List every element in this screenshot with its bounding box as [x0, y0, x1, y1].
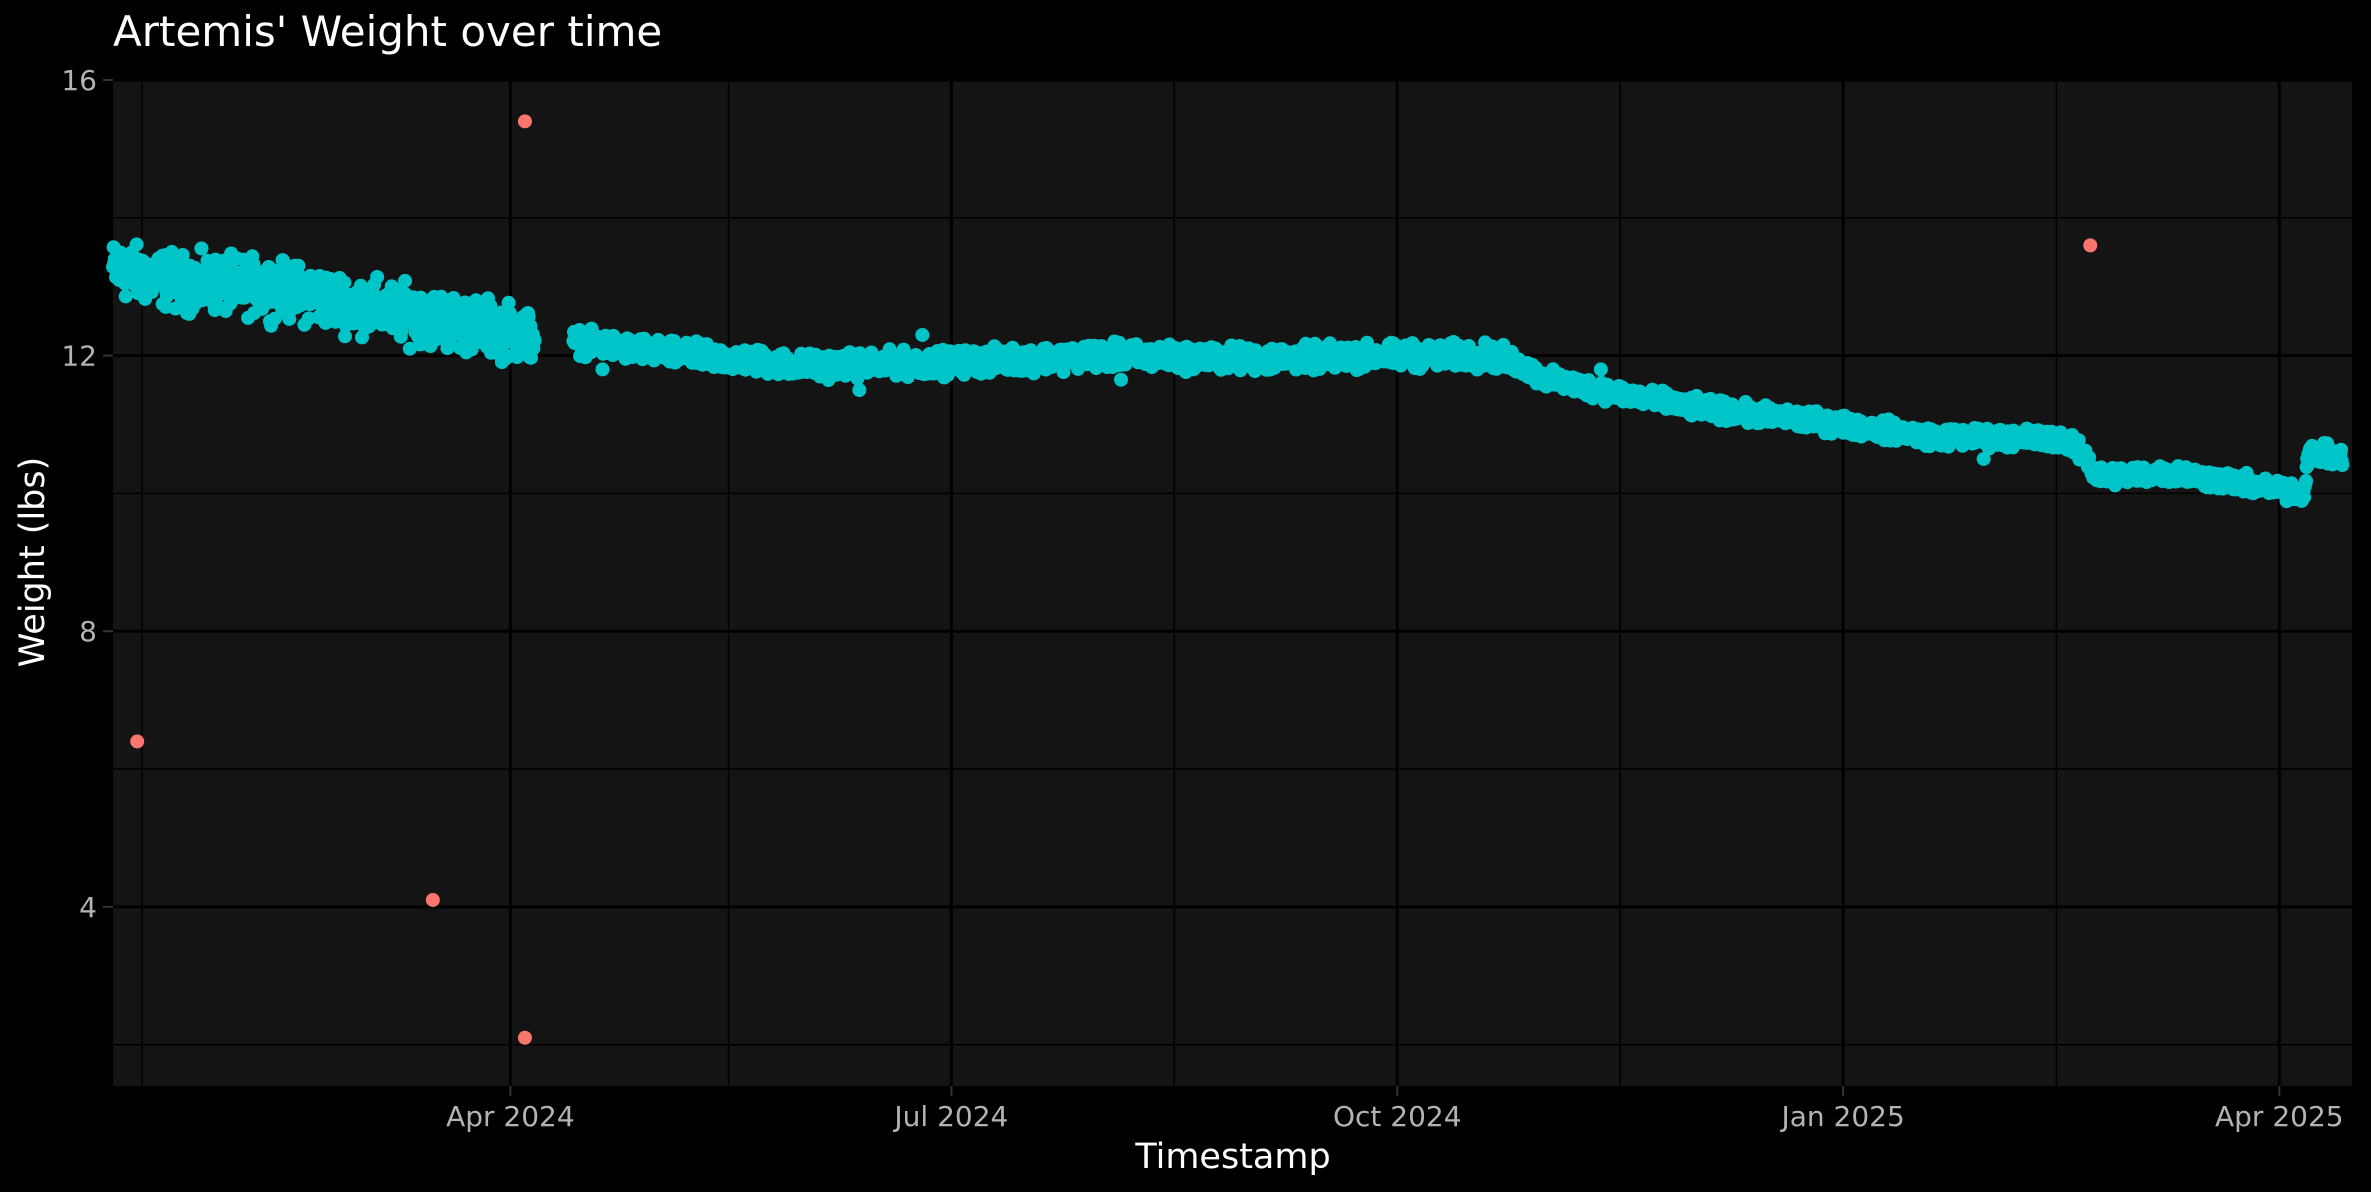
x-tick-label: Oct 2024: [1333, 1100, 1462, 1133]
scatter-point: [1114, 372, 1129, 387]
outlier-point: [2083, 238, 2098, 253]
trend-point: [2335, 458, 2350, 472]
x-axis-label: Timestamp: [1134, 1137, 1330, 1177]
x-axis: Apr 2024 Jul 2024 Oct 2024 Jan 2025 Apr 2025: [446, 1086, 2344, 1133]
trend-point: [129, 237, 144, 252]
trend-point: [175, 248, 190, 262]
major-gridlines: [113, 78, 2352, 1086]
trend-point: [1089, 361, 1104, 376]
trend-point: [527, 333, 542, 348]
trend-point: [337, 275, 352, 290]
outlier-point: [517, 1030, 532, 1045]
trend-point: [2334, 442, 2349, 457]
outlier-point: [425, 892, 440, 907]
trend-point: [113, 245, 128, 260]
trend-points: [106, 237, 2350, 509]
trend-point: [194, 241, 209, 256]
outlier-points: [130, 114, 2098, 1045]
x-tick-label: Apr 2025: [2215, 1100, 2344, 1133]
y-axis: 4 8 12 16: [61, 64, 113, 924]
scatter-point: [852, 383, 867, 398]
scatter-point: [915, 327, 930, 342]
x-tick-label: Apr 2024: [446, 1100, 575, 1133]
trend-point: [2071, 433, 2086, 448]
scatter-point: [1593, 362, 1608, 377]
trend-point: [2299, 473, 2313, 488]
trend-point: [398, 273, 412, 288]
y-tick-label: 12: [61, 340, 97, 373]
minor-gridlines: [113, 80, 2352, 1086]
x-tick-label: Jan 2025: [1779, 1100, 1904, 1133]
trend-point: [118, 289, 133, 304]
y-tick-label: 4: [79, 891, 97, 924]
scatter-point: [595, 362, 610, 377]
y-tick-label: 16: [61, 64, 97, 97]
trend-point: [458, 295, 472, 310]
trend-point: [338, 329, 352, 344]
y-axis-label: Weight (lbs): [13, 457, 53, 668]
trend-point: [2297, 490, 2312, 505]
x-tick-label: Jul 2024: [892, 1100, 1008, 1133]
outlier-point: [130, 734, 145, 749]
chart-title: Artemis' Weight over time: [113, 7, 662, 56]
y-tick-label: 8: [79, 615, 97, 648]
plot-panel: [113, 80, 2352, 1086]
outlier-point: [517, 114, 532, 129]
trend-point: [370, 270, 385, 284]
scatter-point: [1976, 451, 1991, 466]
